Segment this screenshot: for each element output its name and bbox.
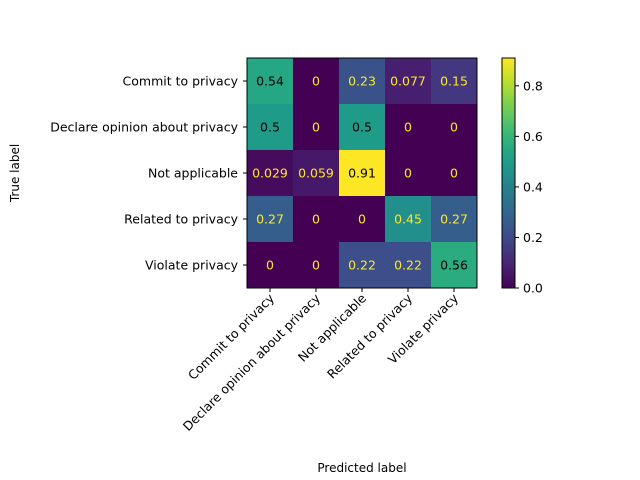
heatmap-cell [385,196,431,242]
colorbar: 0.0 0.2 0.4 0.6 0.8 [501,57,543,296]
cell-value-label: 0 [312,258,320,273]
cell-value-label: 0.91 [348,166,376,181]
heatmap-cell [339,58,385,104]
cell-value-label: 0.029 [252,166,288,181]
y-tick-label: Not applicable [148,166,238,181]
heatmap-cell [339,150,385,196]
y-axis-title: True label [8,144,22,203]
y-tick-label: Commit to privacy [123,74,239,89]
cell-value-label: 0.45 [394,212,422,227]
x-tick-label: Related to privacy [324,290,416,382]
y-tick-label: Violate privacy [145,258,239,273]
heatmap-cell [385,58,431,104]
heatmap-cell [431,104,477,150]
colorbar-tick-label: 0.2 [523,230,543,245]
heatmap-cell [293,150,339,196]
cell-value-label: 0 [312,74,320,89]
heatmap-cell [293,196,339,242]
x-axis-title: Predicted label [317,461,406,475]
cell-value-label: 0.15 [440,74,468,89]
heatmap-cell [339,104,385,150]
colorbar-gradient [501,57,516,289]
cell-value-label: 0.54 [256,74,284,89]
cell-value-label: 0.5 [260,120,280,135]
heatmap-cell [385,150,431,196]
cell-value-label: 0 [312,120,320,135]
cell-value-label: 0.27 [256,212,284,227]
heatmap-cell [385,104,431,150]
heatmap-cell [247,242,293,288]
cell-value-label: 0.22 [394,258,422,273]
heatmap-cell [339,242,385,288]
heatmap-cell [431,150,477,196]
cell-value-labels: 0.54 0 0.23 0.077 0.15 0.5 0 0.5 0 0 0.029 0.059 0.9… [252,74,468,273]
cell-value-label: 0 [404,120,412,135]
cell-value-label: 0.27 [440,212,468,227]
heatmap-cells [247,58,477,288]
cell-value-label: 0 [312,212,320,227]
heatmap-cell [431,58,477,104]
cell-value-label: 0.5 [352,120,372,135]
cell-value-label: 0.077 [390,74,426,89]
heatmap-cell [431,242,477,288]
cell-value-label: 0.22 [348,258,376,273]
heatmap-cell [293,104,339,150]
cell-value-label: 0 [450,120,458,135]
cell-value-label: 0 [404,166,412,181]
cell-value-label: 0.059 [298,166,334,181]
y-tick-label: Declare opinion about privacy [50,120,238,135]
heatmap-cell [293,58,339,104]
heatmap-cell [247,196,293,242]
colorbar-tick-label: 0.0 [523,281,543,296]
cell-value-label: 0.56 [440,258,468,273]
cell-value-label: 0 [450,166,458,181]
y-axis: Commit to privacy Declare opinion about p… [50,74,247,273]
x-tick-label: Commit to privacy [185,290,278,383]
heatmap-cell [247,58,293,104]
y-tick-label: Related to privacy [124,212,238,227]
heatmap-cell [247,150,293,196]
heatmap-cell [247,104,293,150]
colorbar-tick-label: 0.4 [523,179,543,194]
cell-value-label: 0 [358,212,366,227]
heatmap-cell [293,242,339,288]
heatmap-cell [431,196,477,242]
heatmap-cell [385,242,431,288]
colorbar-tick-label: 0.6 [523,129,543,144]
colorbar-tick-label: 0.8 [523,78,543,93]
heatmap-cell [339,196,385,242]
cell-value-label: 0 [266,258,274,273]
cell-value-label: 0.23 [348,74,376,89]
